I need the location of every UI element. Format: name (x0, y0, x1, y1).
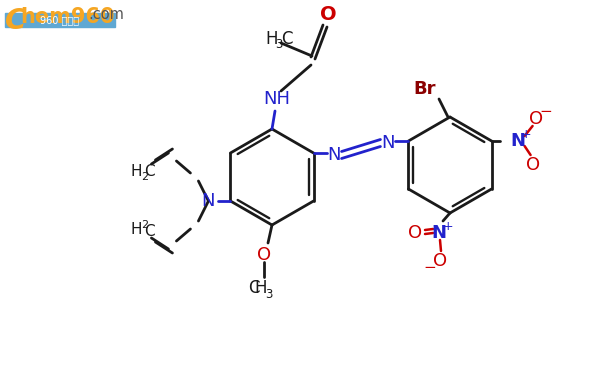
Text: +: + (443, 220, 453, 234)
Text: O: O (529, 110, 543, 128)
Text: 2: 2 (141, 220, 148, 230)
Text: 960 化工网: 960 化工网 (41, 15, 80, 25)
Text: −: − (424, 261, 436, 276)
Text: H: H (131, 165, 142, 180)
Text: O: O (257, 246, 271, 264)
Text: O: O (526, 156, 540, 174)
Text: H: H (266, 30, 278, 48)
Text: O: O (408, 224, 422, 242)
Text: O: O (319, 6, 336, 24)
Text: O: O (433, 252, 447, 270)
Text: C: C (144, 224, 155, 238)
Text: hem960: hem960 (20, 7, 114, 27)
Text: +: + (520, 129, 531, 141)
Text: NH: NH (264, 90, 290, 108)
Text: C: C (144, 164, 155, 178)
Text: N: N (510, 132, 525, 150)
Text: C: C (281, 30, 293, 48)
Text: N: N (201, 192, 215, 210)
Text: N: N (431, 224, 446, 242)
Text: N: N (382, 134, 395, 152)
Text: 3: 3 (275, 39, 283, 51)
Text: C: C (248, 279, 260, 297)
Bar (5, 13, 115, 27)
Text: −: − (539, 105, 552, 120)
Text: .com: .com (88, 7, 124, 22)
Text: N: N (327, 146, 341, 164)
Text: H: H (255, 279, 267, 297)
Text: 2: 2 (141, 172, 148, 182)
Text: Br: Br (414, 80, 436, 98)
Text: H: H (131, 222, 142, 237)
Text: C: C (5, 7, 27, 35)
Text: 3: 3 (266, 288, 273, 300)
